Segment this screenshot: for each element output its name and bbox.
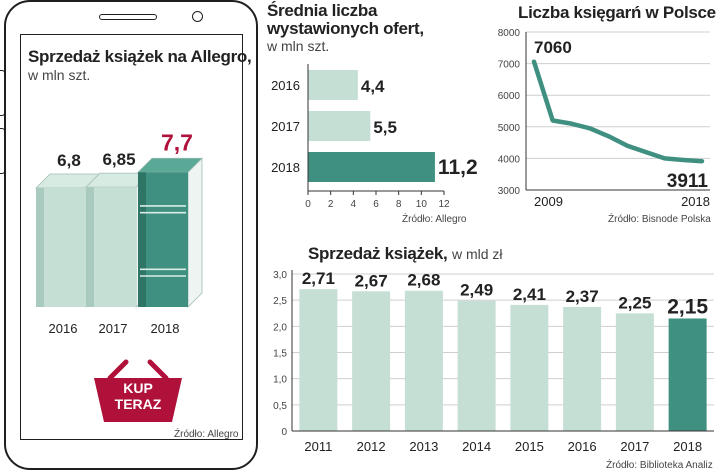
bookstores-x-tick-label: 2009 xyxy=(534,194,563,209)
sales-source: Źródło: Biblioteka Analiz xyxy=(606,460,713,471)
offers-value-label: 4,4 xyxy=(361,77,385,96)
bookstores-x-tick-label: 2018 xyxy=(681,194,710,209)
sales-x-tick-label: 2014 xyxy=(462,439,491,454)
sales-value-label: 2,49 xyxy=(460,281,493,300)
sales-x-tick-label: 2013 xyxy=(409,439,438,454)
offers-x-tick-label: 10 xyxy=(416,199,428,210)
sales-x-tick-label: 2012 xyxy=(357,439,386,454)
sales-bar xyxy=(404,290,443,431)
bookstores-source: Źródło: Bisnode Polska xyxy=(608,214,711,225)
offers-subtitle: w mln szt. xyxy=(267,38,330,54)
allegro-books-chart: 6,8 2016 6,85 2017 7,7 2018 xyxy=(35,129,203,336)
bookstores-line xyxy=(531,59,705,164)
sales-chart: 0 0,5 1,0 1,5 2,0 2,5 3,0 2,71 2011 2,67 2012 2,68 2… xyxy=(273,269,714,454)
book-year-label: 2018 xyxy=(151,321,180,336)
bookstores-end-label: 3911 xyxy=(667,171,709,192)
sales-x-tick-label: 2017 xyxy=(620,439,649,454)
phone-volume-button xyxy=(0,70,5,116)
sales-y-tick-label: 1,5 xyxy=(273,349,287,360)
sales-value-label: 2,15 xyxy=(667,295,708,318)
sales-heading: Sprzedaż książek, w mld zł xyxy=(308,244,503,264)
bookstores-y-tick-label: 3000 xyxy=(498,186,521,197)
sales-x-tick-label: 2011 xyxy=(304,439,332,454)
offers-title-line1: Średnia liczba xyxy=(267,1,378,20)
sales-value-label: 2,25 xyxy=(618,293,651,312)
offers-x-tick-label: 0 xyxy=(305,199,311,210)
sales-x-tick-label: 2018 xyxy=(673,439,702,454)
sales-value-label: 2,37 xyxy=(566,287,599,306)
sales-bar xyxy=(457,300,496,431)
book-year-label: 2016 xyxy=(49,321,78,336)
book-bar xyxy=(137,157,203,308)
allegro-chart-subtitle: w mln szt. xyxy=(28,67,91,83)
phone-power-button xyxy=(0,128,5,174)
sales-y-tick-label: 0,5 xyxy=(273,401,287,412)
sales-bar xyxy=(615,313,654,431)
offers-x-tick-label: 4 xyxy=(351,199,357,210)
sales-y-tick-label: 2,0 xyxy=(273,322,287,333)
offers-bar xyxy=(308,111,371,141)
sales-value-label: 2,41 xyxy=(513,285,546,304)
bookstores-y-tick-label: 7000 xyxy=(498,60,521,71)
offers-value-label: 11,2 xyxy=(438,156,477,179)
offers-x-tick-label: 6 xyxy=(373,199,379,210)
sales-y-tick-label: 0 xyxy=(281,427,287,438)
sales-title: Sprzedaż książek, xyxy=(308,244,448,263)
bookstores-y-tick-label: 8000 xyxy=(498,28,521,39)
book-year-label: 2017 xyxy=(99,321,128,336)
bookstores-start-label: 7060 xyxy=(534,38,572,57)
sales-y-tick-label: 3,0 xyxy=(273,270,287,281)
sales-y-tick-label: 1,0 xyxy=(273,375,287,386)
sales-bar xyxy=(563,306,602,431)
sales-x-tick-label: 2016 xyxy=(568,439,597,454)
offers-year-label: 2017 xyxy=(271,119,300,134)
offers-value-label: 5,5 xyxy=(373,118,397,137)
phone-speaker xyxy=(99,14,157,20)
sales-bar xyxy=(352,291,391,431)
book-value-label: 6,85 xyxy=(102,150,135,169)
sales-subtitle: w mld zł xyxy=(451,246,503,262)
allegro-source: Źródło: Allegro xyxy=(174,429,239,440)
basket-label-line2: TERAZ xyxy=(114,396,162,412)
sales-bar xyxy=(299,289,338,431)
offers-bar xyxy=(308,152,435,182)
allegro-chart-title: Sprzedaż książek na Allegro, xyxy=(28,47,252,66)
offers-chart: 2016 4,4 2017 5,5 2018 11,2 0 2 4 6 8 10 12 xyxy=(271,64,477,210)
bookstores-y-tick-label: 6000 xyxy=(498,91,521,102)
bookstores-y-tick-label: 5000 xyxy=(498,123,521,134)
offers-bar xyxy=(308,70,358,100)
basket-label[interactable]: KUP TERAZ xyxy=(100,380,176,412)
offers-x-tick-label: 12 xyxy=(438,199,450,210)
basket-label-line1: KUP xyxy=(123,380,153,396)
phone-camera xyxy=(192,11,203,22)
sales-value-label: 2,71 xyxy=(302,269,335,288)
offers-year-label: 2016 xyxy=(271,78,300,93)
sales-x-tick-label: 2015 xyxy=(515,439,544,454)
offers-x-tick-label: 2 xyxy=(328,199,334,210)
bookstores-chart: 3000 4000 5000 6000 7000 8000 7060 3911 2009 2018 xyxy=(498,28,710,209)
sales-bar xyxy=(668,318,707,431)
bookstores-y-tick-label: 4000 xyxy=(498,154,521,165)
bookstores-title: Liczba księgarń w Polsce xyxy=(518,3,716,22)
offers-title-line2: wystawionych ofert, xyxy=(267,19,424,38)
sales-y-tick-label: 2,5 xyxy=(273,296,287,307)
book-value-label: 6,8 xyxy=(57,151,81,170)
sales-value-label: 2,67 xyxy=(355,271,388,290)
sales-bar xyxy=(510,304,549,431)
offers-year-label: 2018 xyxy=(271,160,300,175)
sales-value-label: 2,68 xyxy=(407,271,440,290)
basket-icon[interactable] xyxy=(90,356,186,426)
offers-x-tick-label: 8 xyxy=(396,199,402,210)
book-value-label: 7,7 xyxy=(161,129,193,155)
offers-title: Średnia liczba wystawionych ofert, xyxy=(267,2,424,38)
offers-source: Źródło: Allegro xyxy=(402,214,467,225)
